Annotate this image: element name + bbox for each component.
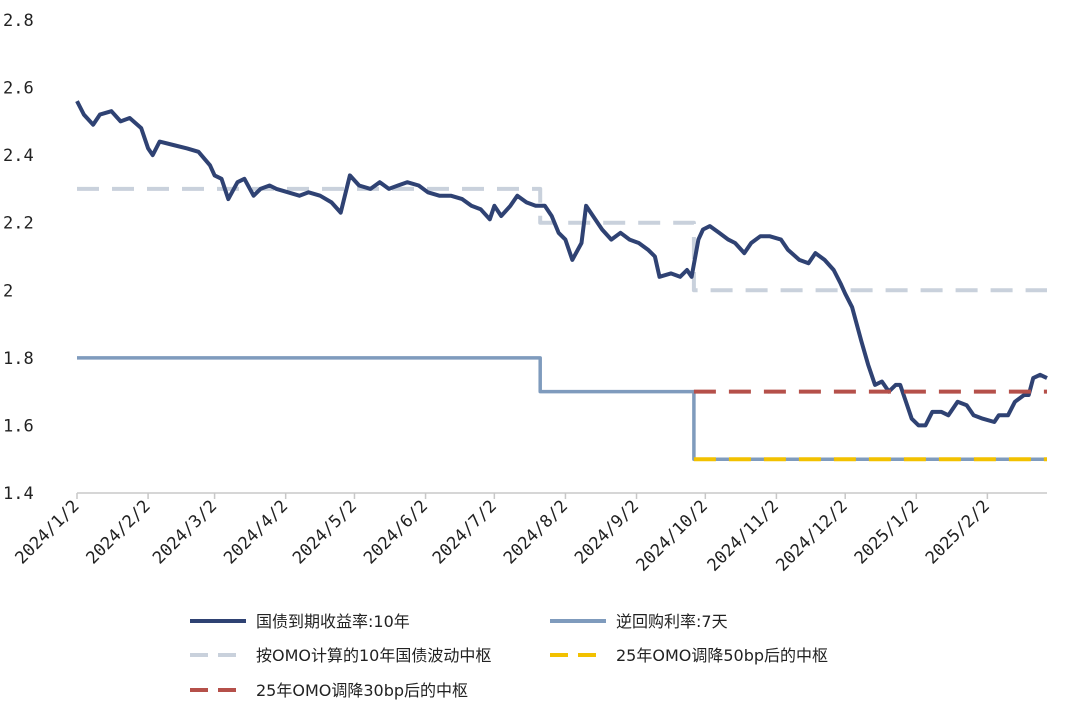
omo-center-dashed-line (77, 186, 1047, 293)
x-tick-label: 2024/1/2 (11, 496, 83, 568)
x-tick-label: 2024/5/2 (289, 496, 361, 568)
legend-item-reverse-repo-7d: 逆回购利率:7天 (550, 612, 728, 631)
legend-label: 逆回购利率:7天 (616, 612, 728, 631)
y-tick-label: 2.6 (3, 79, 34, 99)
x-tick-label: 2024/8/2 (500, 496, 572, 568)
y-tick-label: 1.4 (3, 484, 34, 504)
legend-label: 国债到期收益率:10年 (256, 612, 410, 631)
x-tick-label: 2025/2/2 (922, 496, 994, 568)
y-tick-label: 2.8 (3, 11, 34, 31)
y-tick-label: 2.2 (3, 214, 34, 234)
y-tick-label: 2 (3, 281, 13, 301)
x-tick-label: 2024/11/2 (704, 496, 783, 575)
x-tick-label: 2025/1/2 (851, 496, 923, 568)
legend-item-omo-center: 按OMO计算的10年国债波动中枢 (190, 646, 491, 665)
yield-10y-line (75, 100, 1048, 428)
x-tick-label: 2024/7/2 (429, 496, 501, 568)
legend-label: 25年OMO调降30bp后的中枢 (256, 681, 468, 700)
x-tick-label: 2024/4/2 (220, 496, 292, 568)
y-tick-label: 2.4 (3, 146, 34, 166)
legend-label: 按OMO计算的10年国债波动中枢 (256, 646, 491, 665)
y-tick-label: 1.6 (3, 416, 34, 436)
x-tick-label: 2024/9/2 (571, 496, 643, 568)
y-axis: 1.4 1.6 1.8 2 2.2 2.4 2.6 2.8 (3, 11, 34, 504)
y-tick-label: 1.8 (3, 349, 34, 369)
legend-item-center-50bp: 25年OMO调降50bp后的中枢 (550, 646, 828, 665)
x-tick-label: 2024/12/2 (772, 496, 851, 575)
x-tick-label: 2024/6/2 (360, 496, 432, 568)
x-tick-label: 2024/2/2 (83, 496, 155, 568)
x-tick-label: 2024/10/2 (633, 496, 712, 575)
plot-area (75, 100, 1048, 462)
legend-label: 25年OMO调降50bp后的中枢 (616, 646, 828, 665)
reverse-repo-7d-line (77, 356, 1047, 461)
legend-item-center-30bp: 25年OMO调降30bp后的中枢 (190, 681, 468, 700)
x-tick-label: 2024/3/2 (149, 496, 221, 568)
legend-item-yield-10y: 国债到期收益率:10年 (190, 612, 410, 631)
